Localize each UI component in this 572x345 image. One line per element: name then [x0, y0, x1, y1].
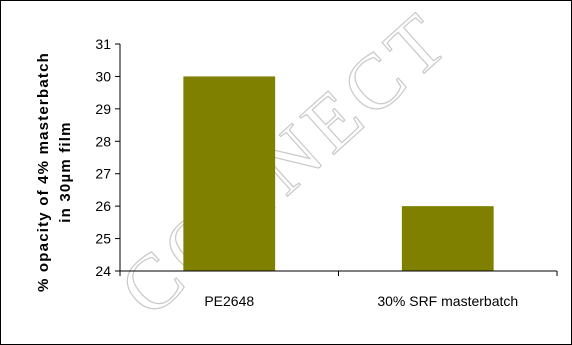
y-tick-label: 28	[95, 133, 111, 149]
y-tick-label: 24	[95, 263, 111, 279]
bar-2	[401, 206, 494, 271]
x-category-label: 30% SRF masterbatch	[377, 293, 518, 309]
y-tick-label: 26	[95, 198, 111, 214]
y-tick-label: 27	[95, 166, 111, 182]
bars-group	[183, 76, 494, 271]
y-tick-label: 29	[95, 101, 111, 117]
y-axis-title: % opacity of 4% masterbatch in 30µm film	[35, 52, 74, 292]
y-axis-title-line-1: % opacity of 4% masterbatch	[35, 52, 52, 292]
x-category-label: PE2648	[204, 293, 254, 309]
x-axis: PE2648 30% SRF masterbatch	[119, 270, 558, 309]
y-tick-label: 25	[95, 231, 111, 247]
y-axis: 24 25 26 27 28 29 30 31	[95, 36, 121, 279]
y-tick-label: 31	[95, 36, 111, 52]
bar-1	[183, 76, 276, 271]
y-tick-label: 30	[95, 68, 111, 84]
y-axis-title-line-2: in 30µm film	[57, 121, 74, 222]
